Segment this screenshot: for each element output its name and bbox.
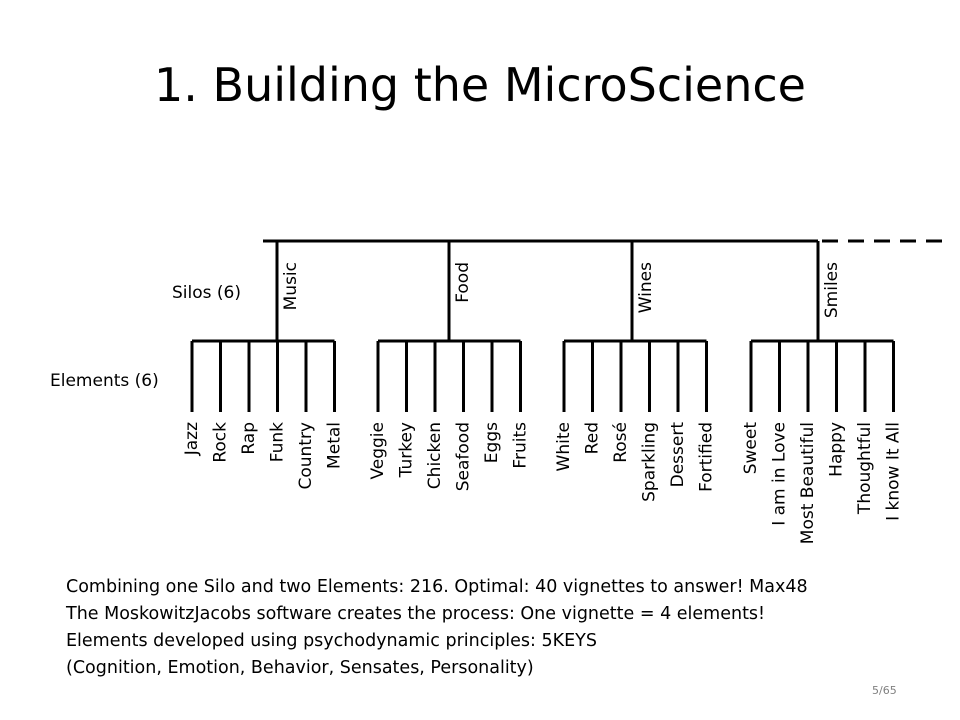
notes-list: Combining one Silo and two Elements: 216… (66, 574, 808, 682)
elements-count-label: Elements (6) (50, 371, 159, 391)
silo-label: Smiles (822, 262, 842, 318)
note-line: The MoskowitzJacobs software creates the… (66, 604, 766, 624)
element-label: Rosé (611, 422, 631, 463)
element-label: I know It All (884, 422, 904, 521)
element-label: Country (296, 422, 316, 490)
element-label: Funk (268, 422, 288, 462)
tree-labels: Music Jazz Rock Rap Funk Country Metal Food Vegg… (182, 262, 904, 544)
element-label: Seafood (454, 422, 474, 491)
page-number: 5/65 (872, 684, 897, 697)
element-label: Jazz (182, 422, 202, 456)
element-label: Fortified (697, 422, 717, 492)
element-label: Metal (325, 422, 345, 469)
note-line: Combining one Silo and two Elements: 216… (66, 577, 808, 597)
element-label: Happy (827, 422, 847, 477)
element-label: Sparkling (640, 422, 660, 502)
element-label: I am in Love (770, 422, 790, 526)
element-label: Dessert (668, 422, 688, 488)
element-label: Chicken (425, 422, 445, 489)
note-line: Elements developed using psychodynamic p… (66, 631, 597, 651)
element-label: Turkey (397, 422, 417, 478)
element-label: Fruits (511, 422, 531, 469)
element-label: Red (583, 422, 603, 454)
silo-label: Wines (636, 262, 656, 313)
element-label: Veggie (368, 422, 388, 480)
silos-count-label: Silos (6) (172, 283, 241, 303)
element-label: Rock (211, 422, 231, 463)
silo-label: Music (281, 262, 301, 310)
note-line: (Cognition, Emotion, Behavior, Sensates,… (66, 658, 534, 678)
slide-title: 1. Building the MicroScience (154, 58, 806, 112)
element-label: Rap (239, 422, 259, 455)
element-label: White (554, 422, 574, 471)
element-label: Thoughtful (855, 422, 875, 515)
element-label: Sweet (741, 422, 761, 475)
tree-lines (190, 239, 945, 412)
element-label: Eggs (482, 422, 502, 463)
element-label: Most Beautiful (798, 422, 818, 544)
silo-label: Food (453, 262, 473, 303)
